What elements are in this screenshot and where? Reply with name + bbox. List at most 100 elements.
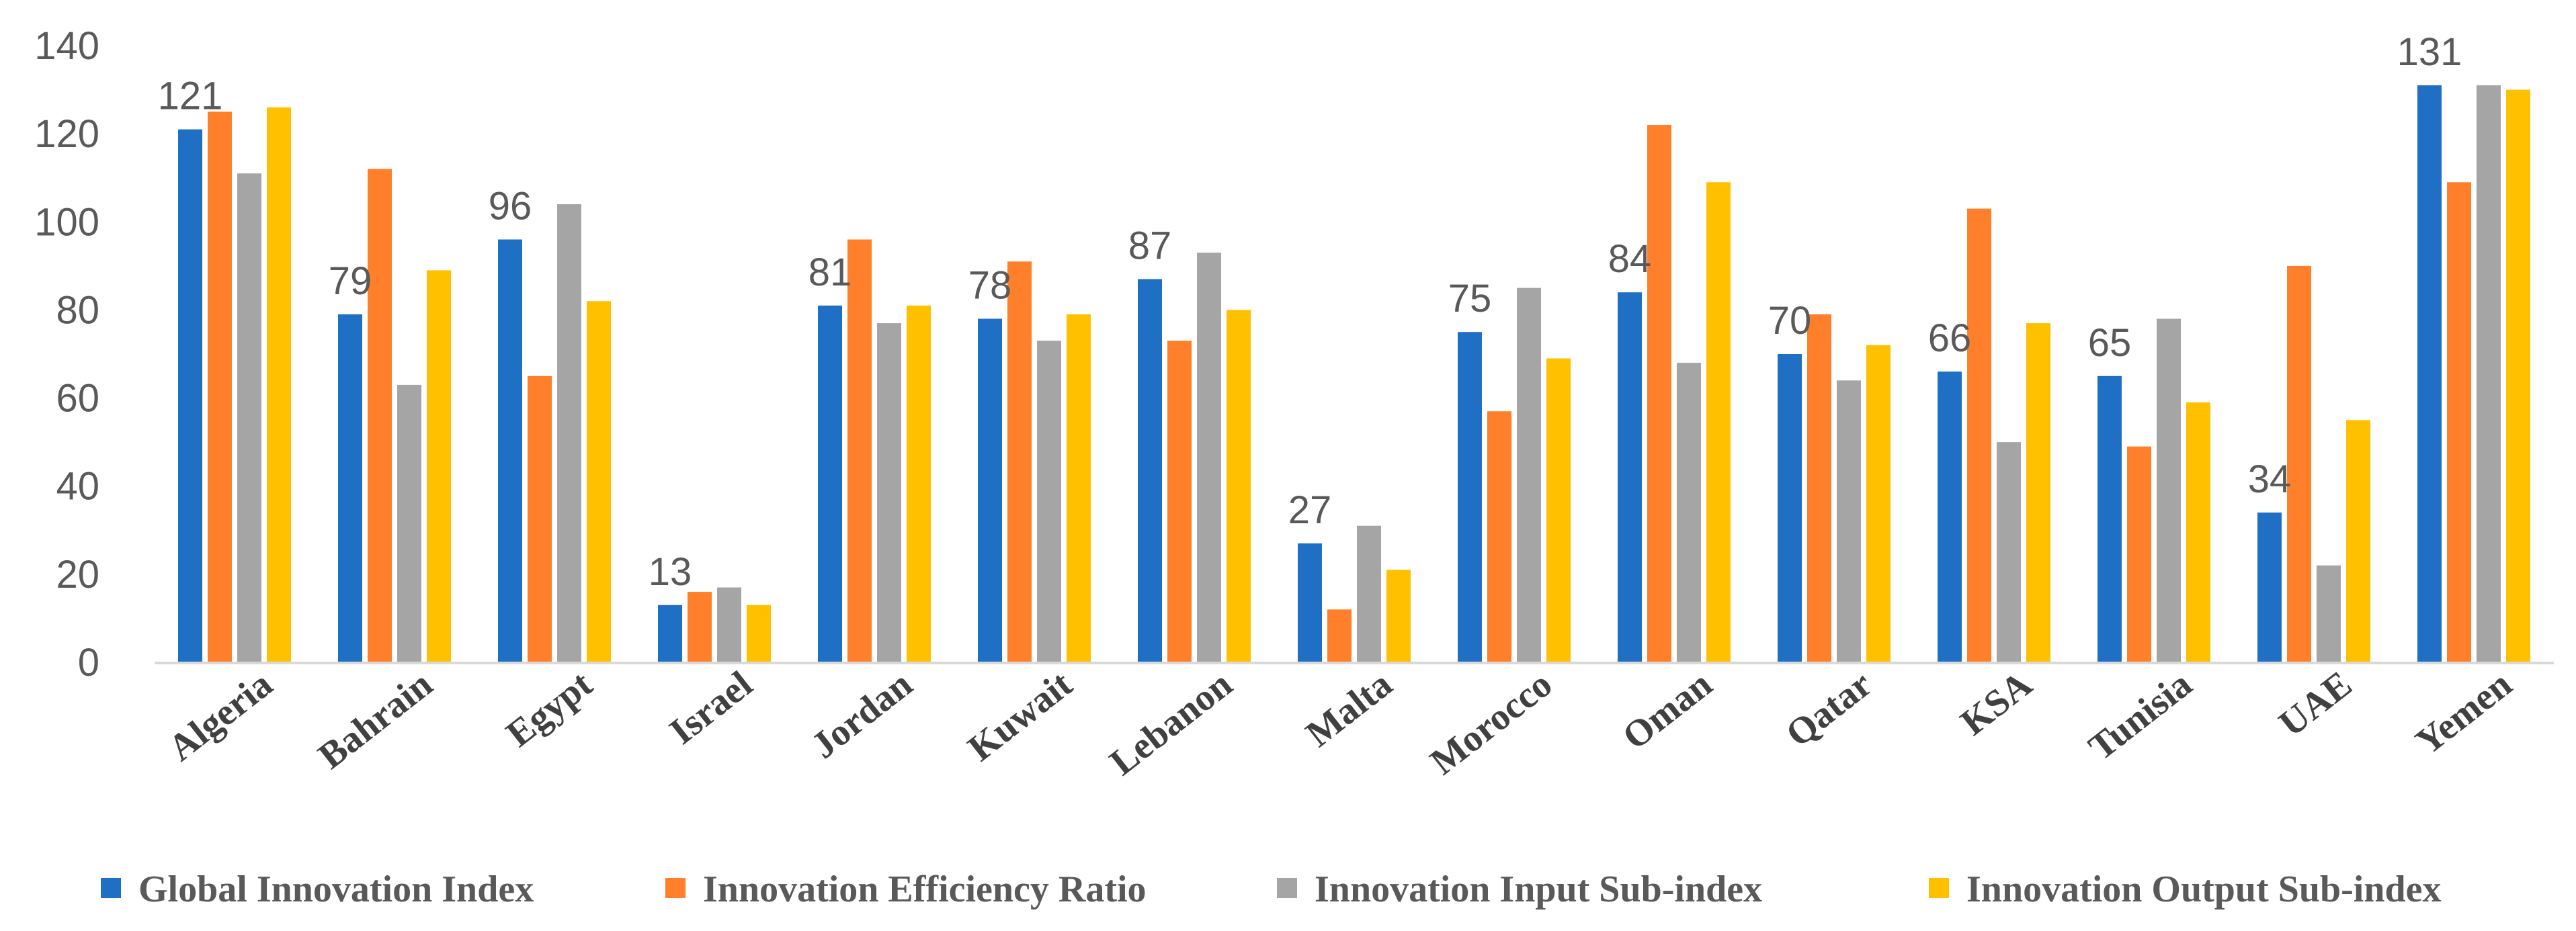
bar <box>2506 89 2530 663</box>
bar <box>2447 182 2471 662</box>
data-label: 131 <box>2397 30 2462 74</box>
data-label: 81 <box>808 251 852 294</box>
bar <box>1866 345 1891 662</box>
bar <box>338 314 362 662</box>
bar <box>1067 314 1091 662</box>
bar <box>1938 371 1962 662</box>
legend-swatch <box>1277 878 1297 898</box>
y-tick-label: 20 <box>56 553 99 596</box>
bar <box>1386 570 1411 662</box>
bar <box>2257 513 2282 662</box>
bar <box>2417 85 2442 662</box>
data-label: 84 <box>1608 237 1652 281</box>
bar <box>2287 265 2311 662</box>
legend-label: Innovation Input Sub-index <box>1315 869 1762 910</box>
x-tick-label: Malta <box>1298 663 1400 755</box>
bar <box>1357 525 1381 662</box>
bar <box>1458 332 1482 662</box>
bar <box>717 587 741 662</box>
y-tick-label: 80 <box>56 288 99 332</box>
x-tick-label: Oman <box>1615 663 1720 758</box>
data-label: 96 <box>489 185 532 228</box>
x-tick-label: KSA <box>1953 663 2040 744</box>
x-tick-label: Morocco <box>1423 663 1560 783</box>
data-label: 65 <box>2088 321 2132 365</box>
x-tick-label: Jordan <box>804 663 920 766</box>
bar <box>1546 358 1571 662</box>
bar <box>237 173 261 663</box>
data-label: 27 <box>1288 488 1332 532</box>
bar <box>267 107 291 663</box>
bar <box>1778 354 1802 662</box>
bars <box>178 85 2530 663</box>
bar <box>877 323 901 662</box>
bar <box>818 305 842 662</box>
y-tick-label: 60 <box>56 377 99 420</box>
bar <box>1487 411 1511 662</box>
bar <box>1807 314 1831 662</box>
bar <box>1967 208 1991 663</box>
legend-label: Innovation Output Sub-index <box>1966 869 2442 910</box>
bar <box>1167 341 1192 662</box>
bar <box>1618 292 1642 662</box>
x-tick-label: UAE <box>2272 663 2360 745</box>
x-tick-label: Tunisia <box>2081 663 2200 768</box>
bar <box>2477 85 2501 662</box>
x-tick-label: Algeria <box>161 663 280 769</box>
bar <box>528 375 552 662</box>
x-axis-category-labels: Algeria Bahrain Egypt Israel Jordan Kuwait Leb… <box>161 663 2520 783</box>
legend: Global Innovation Index Innovation Effici… <box>101 869 2442 910</box>
bar <box>557 204 581 662</box>
x-tick-label: Bahrain <box>310 663 440 777</box>
bar <box>427 270 451 662</box>
bar <box>688 592 712 662</box>
bar <box>907 305 931 662</box>
bar <box>2026 323 2050 662</box>
data-label: 79 <box>329 259 372 303</box>
bar <box>1837 380 1861 662</box>
x-tick-label: Qatar <box>1778 663 1880 755</box>
bar <box>178 129 202 663</box>
bar <box>1327 609 1352 662</box>
legend-swatch <box>1929 878 1949 898</box>
bar <box>208 112 232 662</box>
y-tick-label: 0 <box>78 641 99 684</box>
y-tick-label: 100 <box>34 200 99 244</box>
x-tick-label: Kuwait <box>960 663 1080 769</box>
bar <box>847 239 872 662</box>
y-tick-label: 120 <box>34 112 99 156</box>
bar <box>2186 402 2210 662</box>
bar <box>1227 310 1251 662</box>
x-tick-label: Egypt <box>499 663 600 755</box>
data-label: 87 <box>1128 224 1172 268</box>
bar <box>2097 375 2122 662</box>
bar <box>1997 442 2021 662</box>
data-label: 34 <box>2248 457 2292 501</box>
bar <box>1037 341 1061 662</box>
data-label: 121 <box>158 75 223 118</box>
bar <box>2127 446 2151 662</box>
legend-label: Innovation Efficiency Ratio <box>703 869 1147 910</box>
x-tick-label: Israel <box>662 663 760 752</box>
data-label: 75 <box>1448 277 1492 320</box>
legend-swatch <box>665 878 685 898</box>
bar <box>587 301 611 662</box>
bar <box>2157 318 2181 662</box>
y-axis-ticks: 0 20 40 60 80 100 120 140 <box>34 24 99 684</box>
data-label: 13 <box>649 550 692 594</box>
bar <box>1517 287 1541 663</box>
legend-label: Global Innovation Index <box>138 869 534 910</box>
bar <box>498 239 522 662</box>
x-tick-label: Lebanon <box>1102 663 1240 783</box>
bar <box>1197 253 1221 663</box>
data-labels: 121 79 96 13 81 78 87 27 75 84 70 66 65 34 131 <box>158 30 2462 594</box>
y-tick-label: 40 <box>56 465 99 508</box>
bar <box>2346 420 2370 662</box>
bar <box>397 384 421 662</box>
bar <box>1007 261 1032 662</box>
bar <box>747 605 771 662</box>
x-tick-label: Yemen <box>2408 663 2520 762</box>
bar <box>368 169 392 663</box>
